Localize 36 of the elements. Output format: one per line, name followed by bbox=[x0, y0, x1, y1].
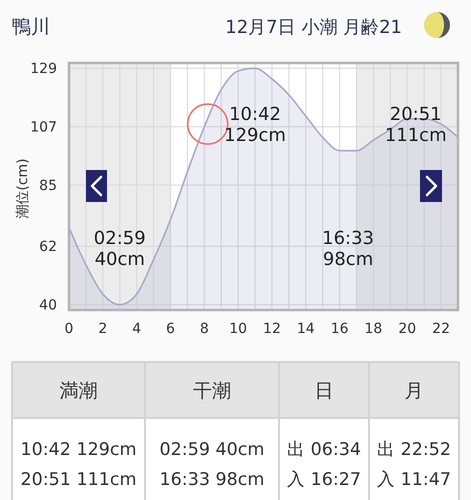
text: 10:42 129cm bbox=[20, 440, 137, 460]
x-tick-label: 4 bbox=[132, 321, 142, 337]
x-tick-label: 22 bbox=[432, 321, 450, 337]
text: 入 11:47 bbox=[377, 469, 451, 490]
text: 出 06:34 bbox=[287, 440, 361, 460]
category-label: 月 bbox=[404, 380, 424, 402]
category-label: 日 bbox=[314, 380, 334, 402]
annotation: 02:59 40cm bbox=[94, 228, 146, 270]
x-tick-label: 6 bbox=[166, 321, 176, 337]
text: 02:59 40cm bbox=[160, 440, 264, 460]
x-tick-label: 16 bbox=[330, 321, 349, 337]
chart-title: 鴨川 bbox=[12, 16, 50, 38]
x-tick-label: 14 bbox=[296, 321, 315, 337]
x-tick-label: 10 bbox=[229, 321, 248, 337]
chart-subtitle: 12月7日 小潮 月齢21 bbox=[225, 17, 402, 38]
category-label: 干潮 bbox=[193, 380, 231, 402]
category-label: 満潮 bbox=[60, 380, 98, 402]
y-tick-label: 129 bbox=[30, 61, 57, 78]
y-tick-label: 62 bbox=[39, 239, 57, 256]
x-tick-label: 8 bbox=[200, 321, 209, 337]
text: 出 22:52 bbox=[377, 440, 451, 460]
text: 16:33 98cm bbox=[160, 470, 264, 490]
x-tick-label: 12 bbox=[263, 321, 281, 337]
x-tick-label: 2 bbox=[98, 321, 108, 337]
annotation: 20:51 111cm bbox=[384, 104, 447, 146]
text: 20:51 111cm bbox=[20, 470, 137, 490]
annotation: 10:42 129cm bbox=[224, 104, 286, 146]
y-axis-title: 潮位(cm) bbox=[15, 158, 31, 219]
text: 入 16:27 bbox=[287, 469, 361, 490]
annotation: 16:33 98cm bbox=[322, 228, 374, 270]
y-tick-label: 107 bbox=[30, 120, 57, 136]
y-tick-label: 40 bbox=[39, 298, 57, 314]
x-tick-label: 20 bbox=[398, 321, 416, 337]
x-tick-label: 18 bbox=[364, 321, 382, 337]
x-tick-label: 0 bbox=[64, 321, 74, 337]
y-tick-label: 85 bbox=[39, 178, 57, 194]
